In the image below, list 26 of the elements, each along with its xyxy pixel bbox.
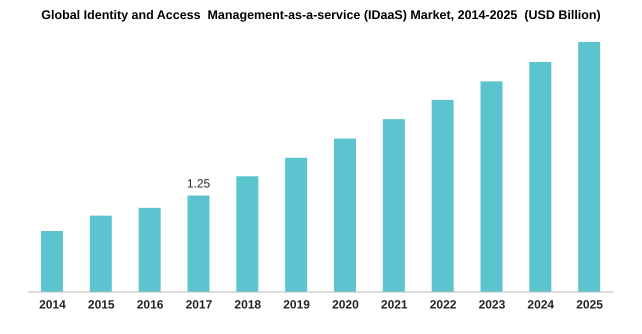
bar (41, 231, 63, 292)
chart-title: Global Identity and Access Management-as-a-service (IDaaS) Market, 2014-2025 (USD Billion) (40, 8, 602, 22)
x-tick-label: 2019 (283, 298, 310, 312)
x-tick-label: 2016 (136, 298, 164, 312)
bar (529, 62, 552, 292)
bar (138, 208, 161, 292)
bar (480, 81, 502, 292)
bar (382, 119, 405, 292)
x-tick-label: 2021 (380, 298, 408, 312)
x-tick-label: 2020 (332, 298, 360, 312)
bar (188, 196, 210, 292)
bar (90, 216, 112, 292)
bar (334, 138, 356, 292)
bar (236, 176, 258, 292)
bar (285, 158, 308, 292)
x-tick-label: 2022 (430, 298, 457, 312)
x-tick-label: 2023 (478, 298, 506, 312)
data-label: 1.25 (186, 176, 210, 191)
bar (432, 100, 454, 292)
x-tick-label: 2025 (576, 298, 604, 312)
bar (578, 42, 600, 292)
x-tick-label: 2017 (186, 298, 213, 312)
x-tick-label: 2014 (39, 298, 66, 312)
x-tick-label: 2015 (88, 298, 115, 312)
x-tick-label: 2018 (234, 298, 262, 312)
x-tick-label: 2024 (527, 298, 554, 312)
